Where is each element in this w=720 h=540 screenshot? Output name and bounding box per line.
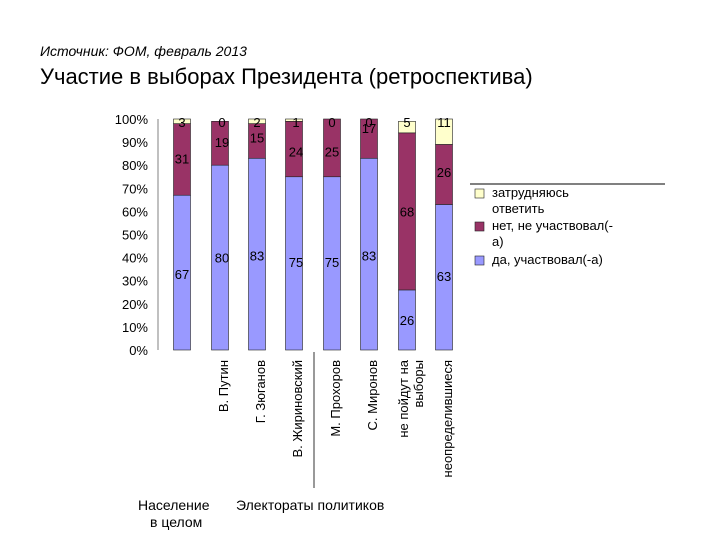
category-label: С. Миронов (365, 360, 380, 431)
legend-label: а) (492, 234, 504, 249)
category-label: В. Путин (216, 360, 231, 412)
bar-segment (211, 121, 229, 166)
data-label: 1 (292, 115, 299, 130)
bar-segment (285, 118, 303, 122)
data-label: 15 (250, 130, 264, 145)
legend-label: нет, не участвовал(- (492, 218, 613, 233)
data-label: 0 (365, 115, 372, 130)
data-label: 63 (437, 269, 451, 284)
y-tick-label: 30% (122, 274, 148, 289)
data-label: 31 (175, 151, 189, 166)
data-label: 0 (218, 115, 225, 130)
data-label: 5 (403, 115, 410, 130)
data-label: 75 (289, 255, 303, 270)
bar-segment (398, 121, 416, 134)
y-tick-label: 80% (122, 158, 148, 173)
data-label: 26 (400, 313, 414, 328)
source-note: Источник: ФОМ, февраль 2013 (40, 43, 247, 59)
y-tick-label: 50% (122, 228, 148, 243)
group-label-population: в целом (150, 514, 202, 530)
data-label: 80 (215, 251, 229, 266)
data-label: 75 (325, 255, 339, 270)
category-label: не пойдут на (396, 359, 411, 437)
category-label: М. Прохоров (328, 360, 343, 437)
category-label: неопределившиеся (440, 360, 455, 477)
bar-segment (435, 118, 453, 145)
data-label: 3 (178, 115, 185, 130)
legend-label: да, участвовал(-а) (492, 252, 603, 267)
legend-swatch (474, 221, 485, 232)
y-tick-label: 10% (122, 320, 148, 335)
group-label-electorates: Электораты политиков (236, 497, 384, 513)
y-tick-label: 100% (115, 112, 149, 127)
legend-label: ответить (492, 201, 545, 216)
legend-label: затрудняюсь (492, 185, 569, 200)
bar-segment (323, 118, 341, 178)
chart-title: Участие в выборах Президента (ретроспект… (40, 64, 533, 89)
data-label: 17 (362, 121, 376, 136)
category-label: Г. Зюганов (253, 360, 268, 423)
bar-segment (173, 118, 191, 124)
data-label: 67 (175, 267, 189, 282)
data-label: 68 (400, 204, 414, 219)
y-tick-label: 90% (122, 135, 148, 150)
y-tick-label: 60% (122, 204, 148, 219)
y-tick-label: 70% (122, 181, 148, 196)
bar-segment (248, 118, 266, 124)
y-tick-label: 20% (122, 297, 148, 312)
legend-swatch (474, 188, 485, 199)
y-tick-label: 40% (122, 251, 148, 266)
bar-segment (360, 118, 378, 159)
group-label-population: Население (138, 497, 210, 513)
data-label: 19 (215, 135, 229, 150)
data-label: 26 (437, 165, 451, 180)
data-label: 2 (253, 115, 260, 130)
y-tick-label: 0% (129, 343, 148, 358)
data-label: 0 (328, 115, 335, 130)
data-label: 83 (362, 248, 376, 263)
category-label: выборы (411, 360, 426, 408)
data-label: 83 (250, 248, 264, 263)
data-label: 25 (325, 144, 339, 159)
category-label: В. Жириновский (290, 360, 305, 458)
legend-swatch (474, 255, 485, 266)
data-label: 11 (437, 115, 451, 130)
data-label: 24 (289, 144, 303, 159)
